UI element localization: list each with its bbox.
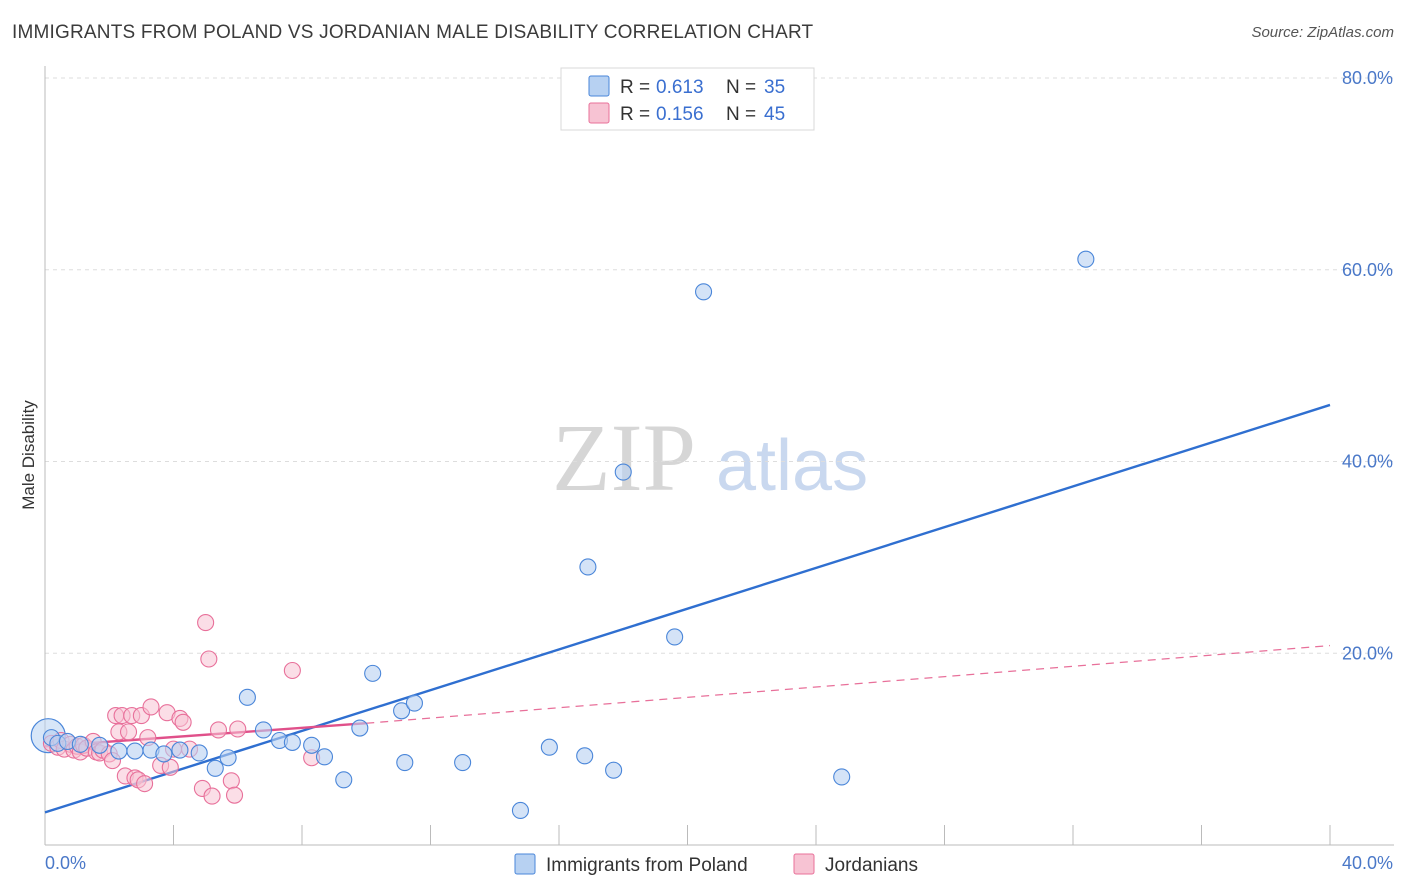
legend-n-value-jordanians: 45: [764, 104, 785, 125]
y-tick-label-0: 20.0%: [1342, 643, 1393, 663]
point-poland-20: [351, 719, 369, 737]
point-poland-16: [283, 733, 301, 751]
point-poland-5: [110, 742, 128, 760]
bottom-legend-label-poland: Immigrants from Poland: [546, 855, 748, 876]
x-tick-labels: 0.0% 40.0%: [45, 853, 1393, 873]
point-jordanians-38: [203, 787, 221, 805]
x-tick-label-min: 0.0%: [45, 853, 86, 873]
series-legend: Immigrants from Poland Jordanians: [514, 853, 918, 876]
source-label: Source: ZipAtlas.com: [1251, 24, 1394, 41]
watermark-zip: ZIP: [552, 404, 696, 511]
point-poland-18: [315, 748, 334, 766]
point-jordanians-40: [222, 772, 240, 790]
point-poland-34: [1077, 250, 1095, 268]
stats-legend: R = 0.613 N = 35 R = 0.156 N = 45: [560, 67, 815, 131]
point-poland-19: [335, 771, 353, 789]
point-poland-14: [254, 721, 273, 739]
point-poland-6: [126, 742, 144, 760]
y-tick-label-2: 60.0%: [1342, 260, 1393, 280]
y-tick-label-3: 80.0%: [1342, 68, 1393, 88]
point-poland-31: [666, 628, 684, 646]
point-jordanians-27: [142, 698, 160, 716]
point-poland-30: [605, 761, 623, 779]
point-poland-27: [540, 738, 558, 756]
point-poland-28: [576, 747, 594, 765]
point-poland-25: [454, 753, 472, 772]
legend-r-label-poland: R =: [620, 77, 650, 98]
bottom-legend-label-jordanians: Jordanians: [825, 855, 918, 876]
y-tick-label-1: 40.0%: [1342, 452, 1393, 472]
axes: [44, 66, 1394, 846]
bottom-legend-swatch-poland: [514, 853, 536, 875]
point-poland-9: [171, 741, 189, 759]
legend-r-value-poland: 0.613: [656, 77, 704, 98]
point-jordanians-42: [229, 720, 247, 738]
trendline-poland: [44, 403, 1331, 814]
y-tick-labels: 20.0% 40.0% 60.0% 80.0%: [1342, 68, 1393, 663]
point-poland-23: [405, 694, 423, 712]
point-jordanians-37: [200, 650, 218, 668]
chart-title: IMMIGRANTS FROM POLAND VS JORDANIAN MALE…: [12, 22, 814, 43]
legend-n-value-poland: 35: [764, 77, 785, 98]
gridlines: [45, 77, 1394, 654]
legend-n-label-jordanians: N =: [726, 104, 756, 125]
point-poland-32: [695, 283, 713, 301]
point-poland-13: [238, 688, 256, 706]
trendline-jordanians-extended: [366, 644, 1331, 724]
point-poland-21: [364, 664, 382, 682]
x-tick-label-max: 40.0%: [1342, 853, 1393, 873]
point-poland-29: [579, 558, 597, 576]
point-jordanians-41: [225, 786, 244, 804]
point-jordanians-36: [197, 614, 215, 632]
point-poland-33: [833, 768, 851, 786]
point-jordanians-43: [283, 661, 301, 680]
data-points: [30, 250, 1095, 820]
point-poland-17: [303, 736, 321, 754]
point-jordanians-25: [136, 775, 154, 793]
point-poland-11: [206, 759, 224, 777]
legend-n-label-poland: N =: [726, 77, 756, 98]
point-jordanians-33: [174, 713, 192, 731]
point-jordanians-39: [209, 721, 228, 739]
point-jordanians-20: [119, 723, 138, 741]
watermark: ZIP atlas: [552, 404, 868, 511]
point-poland-10: [190, 744, 208, 762]
point-poland-26: [511, 801, 530, 820]
watermark-atlas: atlas: [716, 426, 868, 506]
legend-swatch-poland: [588, 75, 610, 97]
point-poland-4: [91, 736, 109, 754]
legend-swatch-jordanians: [588, 102, 610, 124]
y-axis-label: Male Disability: [19, 400, 38, 510]
legend-r-label-jordanians: R =: [620, 104, 650, 125]
point-poland-3: [71, 735, 89, 753]
point-poland-12: [219, 749, 237, 767]
point-poland-22: [393, 702, 411, 720]
bottom-legend-swatch-jordanians: [793, 853, 815, 875]
point-poland-8: [155, 745, 173, 763]
legend-r-value-jordanians: 0.156: [656, 104, 704, 125]
point-poland-24: [396, 753, 414, 772]
point-poland-35: [614, 463, 632, 481]
